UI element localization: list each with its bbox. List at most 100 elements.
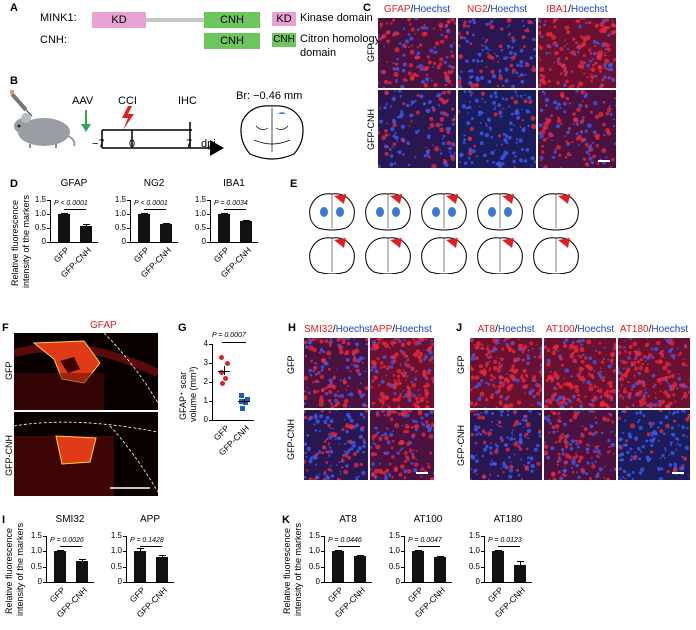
bar-gfp-cnh (80, 225, 92, 242)
panel-f-row-gfpcnh: GFP-CNH (4, 435, 14, 476)
y-tick (43, 551, 46, 553)
header-sep: / (568, 4, 571, 15)
x-axis (404, 582, 452, 583)
bregma-label: Br: −0.46 mm (236, 90, 303, 102)
y-tick-label: 0.5 (468, 561, 480, 571)
significance-bracket (498, 545, 520, 547)
y-tick-label: 1.5 (34, 195, 46, 204)
header-stain: Hoechst (395, 324, 432, 335)
brain-section (309, 237, 355, 275)
y-tick (123, 551, 126, 553)
micrograph-h-cnh-app (370, 410, 434, 480)
y-tick (127, 200, 130, 201)
micrograph-h-gfp-smi32 (304, 338, 368, 408)
scale-bar (598, 160, 610, 162)
micrograph-j-cnh-at100 (544, 410, 616, 480)
p-value: P = 0.0047 (408, 536, 442, 544)
panel-j-letter: J (456, 322, 463, 334)
y-tick (209, 344, 212, 345)
error-cap (437, 556, 444, 558)
y-tick (207, 228, 210, 229)
p-value: P < 0.0001 (134, 199, 168, 207)
y-tick-label: 0.5 (194, 223, 206, 232)
header-c-2: IBA1/Hoechst (538, 4, 616, 15)
x-axis (46, 582, 94, 583)
brain-section (421, 237, 467, 275)
y-axis (404, 536, 405, 582)
panel-h-letter: H (288, 322, 296, 334)
y-tick-label: 2 (203, 377, 208, 386)
x-axis (50, 242, 98, 243)
significance-bracket (222, 342, 246, 343)
y-tick (123, 566, 126, 568)
error-cap (221, 212, 228, 214)
panel-j-row-gfpcnh: GFP-CNH (456, 425, 466, 466)
y-tick (127, 228, 130, 229)
error-cap (517, 560, 524, 562)
y-tick-label: 0.5 (308, 561, 320, 571)
error-cap (83, 224, 90, 226)
panel-g-letter: G (178, 322, 187, 334)
y-tick-label: 0 (121, 237, 126, 246)
panel-c-row-gfp: GFP (366, 43, 376, 62)
y-tick (209, 420, 212, 421)
y-tick-label: 0 (475, 577, 480, 586)
scatter-point (244, 396, 250, 402)
error-cap (57, 550, 64, 552)
significance-bracket (64, 208, 86, 210)
bar-gfp (54, 551, 66, 582)
micrograph-c-cnh-gfap (378, 90, 456, 168)
panel-a-letter: A (10, 2, 18, 14)
mink1-backbone (92, 18, 260, 22)
y-tick-label: 0.5 (388, 561, 400, 571)
header-stain: Hoechst (497, 324, 535, 335)
error-cap (141, 212, 148, 214)
y-tick-label: 1.5 (388, 531, 400, 540)
y-axis (324, 536, 325, 582)
bar-gfp (58, 214, 70, 242)
header-stain: Hoechst (570, 4, 608, 15)
p-value: P = 0.1428 (130, 536, 164, 544)
panel-h-row-gfpcnh: GFP-CNH (286, 419, 296, 460)
panel-f-title: GFAP (90, 320, 117, 331)
bar-gfp-cnh (156, 556, 168, 582)
brain-section (421, 193, 467, 231)
chart-title: NG2 (143, 178, 165, 189)
y-tick (207, 242, 210, 243)
scatter-point (218, 354, 224, 360)
legend-kd-swatch: KD (272, 12, 296, 26)
error-cap (79, 559, 86, 560)
header-c-1: NG2/Hoechst (458, 4, 536, 15)
chart-title: AT8 (339, 514, 357, 525)
y-tick (43, 536, 46, 537)
y-tick-label: 4 (203, 339, 208, 348)
brain-section-series (300, 188, 580, 275)
y-tick (123, 582, 126, 583)
bar-gfp (218, 214, 230, 242)
chart-d-ng2: NG2 0 0.5 1.0 1.5 GFP GFP-CNH P < 0.0001 (108, 178, 184, 279)
y-tick (481, 536, 484, 537)
y-tick (207, 200, 210, 201)
micrograph-j-cnh-at180 (618, 410, 690, 480)
p-value: P = 0.0123 (488, 536, 522, 544)
bar-gfp-cnh (160, 224, 172, 242)
significance-bracket (60, 545, 82, 547)
header-sep: / (574, 324, 578, 335)
y-tick-label: 1.0 (114, 209, 126, 218)
header-marker: AT180 (619, 324, 649, 335)
header-c-0: GFAP/Hoechst (378, 4, 456, 15)
brain-section (533, 237, 579, 275)
x-axis (484, 582, 532, 583)
timeline-diagram (10, 90, 304, 160)
y-tick-label: 1.0 (194, 209, 206, 218)
bar-gfp-cnh (434, 557, 446, 582)
y-axis (50, 200, 51, 242)
chart-title: AT180 (493, 514, 523, 525)
scale-bar (672, 472, 684, 474)
timeline-aav: AAV (72, 95, 94, 107)
chart-title: AT100 (413, 514, 443, 525)
brain-section (365, 237, 411, 275)
header-sep: / (487, 4, 491, 15)
y-tick-label: 1.5 (194, 195, 206, 204)
micrograph-c-cnh-ng2 (458, 90, 536, 168)
